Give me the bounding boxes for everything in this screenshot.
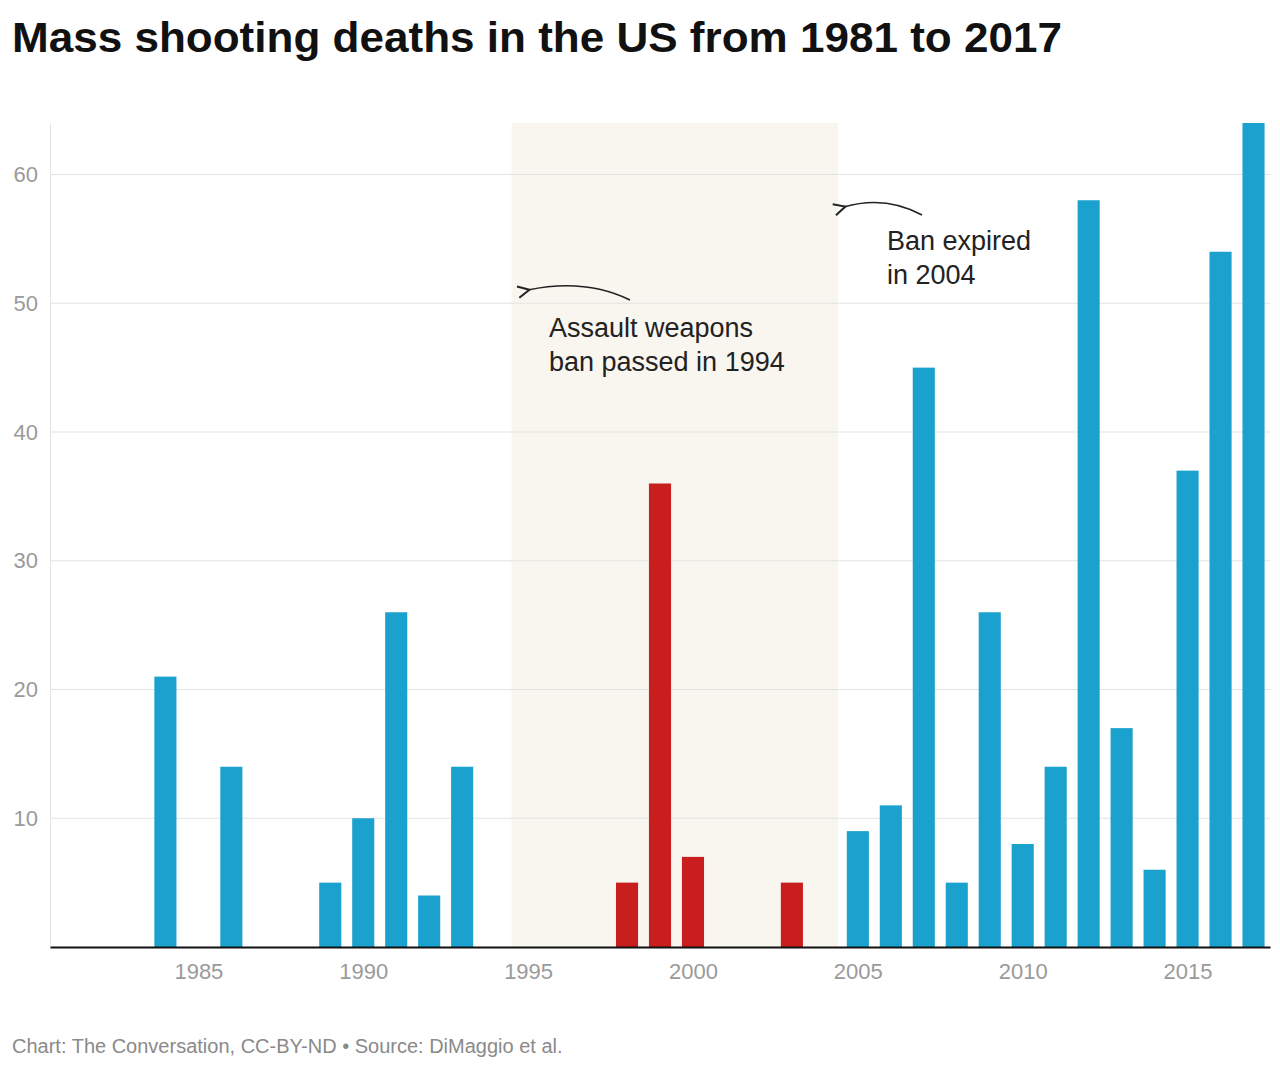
bar: [781, 883, 803, 947]
bar: [946, 883, 968, 947]
x-tick-label: 1995: [504, 959, 553, 984]
y-tick-label: 40: [14, 420, 38, 445]
x-tick-label: 2000: [669, 959, 718, 984]
y-tick: 60: [14, 162, 50, 187]
bar: [319, 883, 341, 947]
bar: [847, 831, 869, 947]
bar: [616, 883, 638, 947]
shaded-group: [512, 123, 838, 947]
grid-line: [50, 174, 1270, 175]
y-tick: 50: [14, 291, 50, 316]
y-tick-label: 60: [14, 162, 38, 187]
bar: [1209, 252, 1231, 947]
y-tick: 20: [14, 677, 50, 702]
x-axis: 1985 1990 1995 2000 2005 2010 2015: [51, 947, 1271, 984]
y-tick-label: 20: [14, 677, 38, 702]
y-axis-line: [50, 124, 51, 948]
x-tick-label: 2005: [834, 959, 883, 984]
x-tick-label: 1985: [174, 959, 223, 984]
x-tick: 2015: [1164, 947, 1213, 984]
bars: [154, 123, 1264, 947]
bar: [154, 677, 176, 947]
bar: [1177, 471, 1199, 947]
chart: Mass shooting deaths in the US from 1981…: [0, 0, 1280, 1070]
x-tick: 1985: [174, 947, 223, 984]
bar: [385, 612, 407, 947]
bar: [682, 857, 704, 947]
x-tick: 1995: [504, 947, 553, 984]
x-tick: 1990: [339, 947, 388, 984]
bar: [1242, 123, 1264, 947]
x-tick-label: 1990: [339, 959, 388, 984]
bar: [418, 896, 440, 948]
x-axis-line: [51, 947, 1271, 949]
bar: [1045, 767, 1067, 947]
bar: [649, 484, 671, 948]
y-tick: 30: [14, 548, 50, 573]
bar: [1012, 844, 1034, 947]
bar: [979, 612, 1001, 947]
annotation-arrow: [528, 286, 630, 300]
x-tick: 2005: [834, 947, 883, 984]
x-tick: 2000: [669, 947, 718, 984]
annotation-text: ban passed in 1994: [549, 347, 785, 377]
bar: [913, 368, 935, 947]
bar: [1144, 870, 1166, 947]
y-tick-label: 30: [14, 548, 38, 573]
annotation-text: in 2004: [887, 260, 976, 290]
bar: [1078, 200, 1100, 947]
source: Chart: The Conversation, CC-BY-ND • Sour…: [12, 1035, 563, 1057]
annotation-arrow: [844, 203, 922, 216]
y-tick-label: 10: [14, 806, 38, 831]
ban-period: [512, 123, 838, 947]
annotation-text: Ban expired: [887, 226, 1031, 256]
y-tick: 10: [14, 806, 50, 831]
annotations: Assault weapons ban passed in 1994 Ban exp…: [528, 203, 1031, 378]
bar: [1111, 728, 1133, 947]
bar: [220, 767, 242, 947]
y-tick: 40: [14, 420, 50, 445]
y-axis: 10 20 30 40 50 60: [14, 124, 51, 948]
x-tick-label: 2015: [1164, 959, 1213, 984]
annotation-text: Assault weapons: [549, 313, 753, 343]
bar: [352, 818, 374, 947]
title: Mass shooting deaths in the US from 1981…: [12, 14, 1062, 61]
y-tick-label: 50: [14, 291, 38, 316]
bar: [880, 805, 902, 947]
x-tick-label: 2010: [999, 959, 1048, 984]
bar: [451, 767, 473, 947]
x-tick: 2010: [999, 947, 1048, 984]
